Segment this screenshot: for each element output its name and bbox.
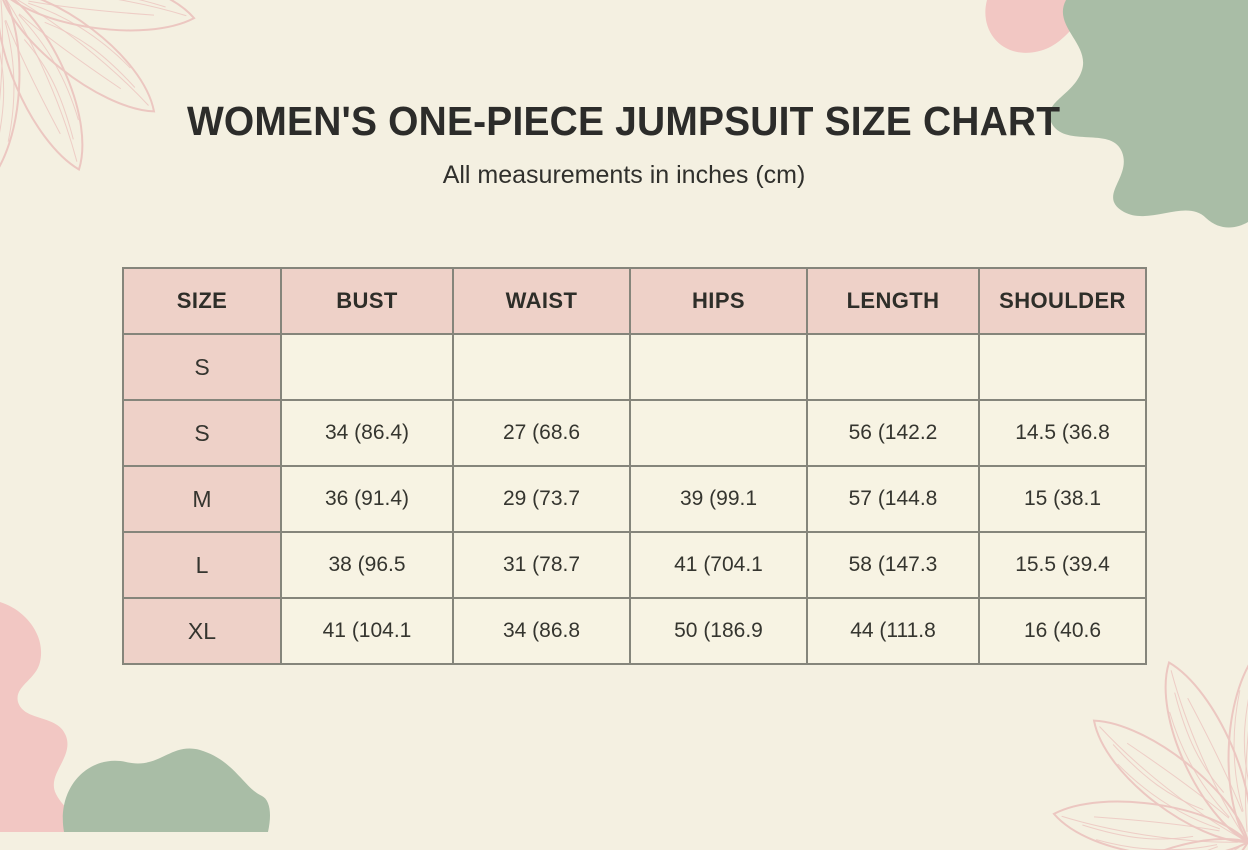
column-header-shoulder: SHOULDER (978, 267, 1147, 335)
shoulder-cell: 15.5 (39.4 (978, 531, 1147, 599)
pink-blob-top-right-icon (985, 0, 1109, 53)
page-title: WOMEN'S ONE-PIECE JUMPSUIT SIZE CHART (187, 98, 1061, 144)
table-row: S (122, 333, 1147, 401)
hips-cell (629, 399, 808, 467)
waist-cell: 31 (78.7 (452, 531, 631, 599)
column-header-waist: WAIST (452, 267, 631, 335)
hips-cell: 50 (186.9 (629, 597, 808, 665)
size-cell: L (122, 531, 282, 599)
column-header-size: SIZE (122, 267, 282, 335)
pink-blob-bottom-left-icon (0, 602, 79, 832)
page-subtitle: All measurements in inches (cm) (442, 161, 806, 189)
table-row: XL 41 (104.1 34 (86.8 50 (186.9 44 (111.… (122, 597, 1147, 665)
length-cell: 44 (111.8 (806, 597, 980, 665)
length-cell: 57 (144.8 (806, 465, 980, 533)
waist-cell: 27 (68.6 (452, 399, 631, 467)
bust-cell (280, 333, 454, 401)
waist-cell (452, 333, 631, 401)
size-cell: M (122, 465, 282, 533)
waist-cell: 34 (86.8 (452, 597, 631, 665)
size-cell: S (122, 333, 282, 401)
shoulder-cell: 16 (40.6 (978, 597, 1147, 665)
header-row: SIZE BUST WAIST HIPS LENGTH SHOULDER (122, 267, 1147, 335)
bust-cell: 34 (86.4) (280, 399, 454, 467)
waist-cell: 29 (73.7 (452, 465, 631, 533)
column-header-length: LENGTH (806, 267, 980, 335)
table-row: L 38 (96.5 31 (78.7 41 (704.1 58 (147.3 … (122, 531, 1147, 599)
column-header-hips: HIPS (629, 267, 808, 335)
table-row: S 34 (86.4) 27 (68.6 56 (142.2 14.5 (36.… (122, 399, 1147, 467)
hips-cell: 41 (704.1 (629, 531, 808, 599)
bust-cell: 41 (104.1 (280, 597, 454, 665)
table-row: M 36 (91.4) 29 (73.7 39 (99.1 57 (144.8 … (122, 465, 1147, 533)
column-header-bust: BUST (280, 267, 454, 335)
bust-cell: 36 (91.4) (280, 465, 454, 533)
hips-cell: 39 (99.1 (629, 465, 808, 533)
length-cell (806, 333, 980, 401)
shoulder-cell (978, 333, 1147, 401)
size-cell: XL (122, 597, 282, 665)
size-cell: S (122, 399, 282, 467)
size-chart-table: SIZE BUST WAIST HIPS LENGTH SHOULDER S S… (122, 267, 1147, 665)
shoulder-cell: 15 (38.1 (978, 465, 1147, 533)
length-cell: 58 (147.3 (806, 531, 980, 599)
hips-cell (629, 333, 808, 401)
length-cell: 56 (142.2 (806, 399, 980, 467)
shoulder-cell: 14.5 (36.8 (978, 399, 1147, 467)
bust-cell: 38 (96.5 (280, 531, 454, 599)
green-blob-bottom-left-icon (62, 748, 270, 832)
